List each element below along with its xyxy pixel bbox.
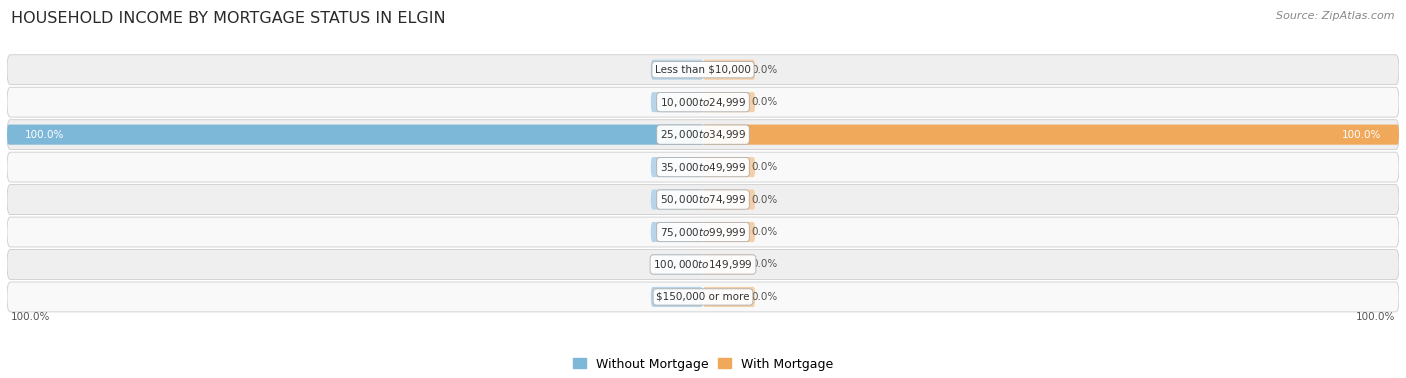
FancyBboxPatch shape	[651, 157, 703, 177]
Text: 0.0%: 0.0%	[752, 97, 778, 107]
FancyBboxPatch shape	[7, 249, 1399, 279]
FancyBboxPatch shape	[703, 125, 1399, 145]
FancyBboxPatch shape	[651, 287, 703, 307]
Text: 100.0%: 100.0%	[1357, 312, 1396, 322]
FancyBboxPatch shape	[7, 282, 1399, 312]
Text: $25,000 to $34,999: $25,000 to $34,999	[659, 128, 747, 141]
FancyBboxPatch shape	[7, 87, 1399, 117]
FancyBboxPatch shape	[703, 287, 755, 307]
Legend: Without Mortgage, With Mortgage: Without Mortgage, With Mortgage	[568, 353, 838, 376]
Text: 0.0%: 0.0%	[671, 227, 697, 237]
Text: $35,000 to $49,999: $35,000 to $49,999	[659, 161, 747, 174]
Text: 0.0%: 0.0%	[671, 65, 697, 75]
Text: $100,000 to $149,999: $100,000 to $149,999	[654, 258, 752, 271]
Text: 0.0%: 0.0%	[752, 195, 778, 204]
Text: Less than $10,000: Less than $10,000	[655, 65, 751, 75]
Text: 0.0%: 0.0%	[752, 227, 778, 237]
Text: $10,000 to $24,999: $10,000 to $24,999	[659, 96, 747, 108]
FancyBboxPatch shape	[7, 125, 703, 145]
Text: Source: ZipAtlas.com: Source: ZipAtlas.com	[1277, 11, 1395, 21]
Text: $150,000 or more: $150,000 or more	[657, 292, 749, 302]
FancyBboxPatch shape	[651, 92, 703, 112]
Text: 100.0%: 100.0%	[24, 130, 63, 139]
Text: 0.0%: 0.0%	[752, 259, 778, 270]
FancyBboxPatch shape	[651, 189, 703, 210]
Text: HOUSEHOLD INCOME BY MORTGAGE STATUS IN ELGIN: HOUSEHOLD INCOME BY MORTGAGE STATUS IN E…	[11, 11, 446, 26]
FancyBboxPatch shape	[7, 55, 1399, 85]
FancyBboxPatch shape	[703, 222, 755, 242]
FancyBboxPatch shape	[7, 120, 1399, 150]
Text: 0.0%: 0.0%	[752, 162, 778, 172]
Text: 100.0%: 100.0%	[10, 312, 49, 322]
FancyBboxPatch shape	[7, 152, 1399, 182]
FancyBboxPatch shape	[651, 222, 703, 242]
Text: $50,000 to $74,999: $50,000 to $74,999	[659, 193, 747, 206]
FancyBboxPatch shape	[703, 60, 755, 80]
Text: 100.0%: 100.0%	[1343, 130, 1382, 139]
Text: 0.0%: 0.0%	[671, 259, 697, 270]
FancyBboxPatch shape	[703, 92, 755, 112]
FancyBboxPatch shape	[7, 217, 1399, 247]
Text: $75,000 to $99,999: $75,000 to $99,999	[659, 226, 747, 239]
Text: 0.0%: 0.0%	[752, 292, 778, 302]
FancyBboxPatch shape	[651, 60, 703, 80]
FancyBboxPatch shape	[703, 189, 755, 210]
Text: 0.0%: 0.0%	[671, 292, 697, 302]
Text: 0.0%: 0.0%	[752, 65, 778, 75]
FancyBboxPatch shape	[703, 254, 755, 274]
FancyBboxPatch shape	[703, 157, 755, 177]
FancyBboxPatch shape	[651, 254, 703, 274]
Text: 0.0%: 0.0%	[671, 162, 697, 172]
Text: 0.0%: 0.0%	[671, 195, 697, 204]
Text: 0.0%: 0.0%	[671, 97, 697, 107]
FancyBboxPatch shape	[7, 184, 1399, 214]
